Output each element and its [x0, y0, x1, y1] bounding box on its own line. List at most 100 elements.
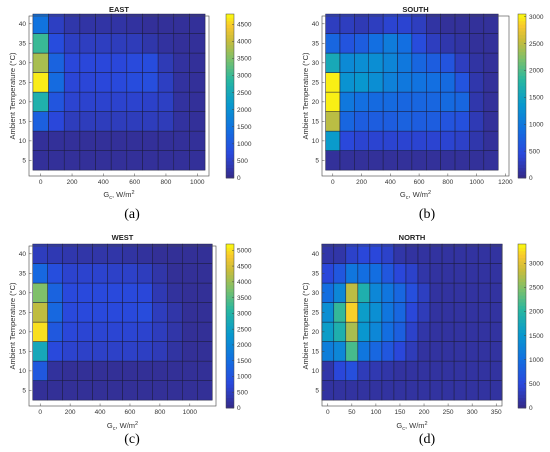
heatmap-cell: [182, 303, 197, 323]
colorbar-segment: [518, 35, 526, 39]
colorbar-segment: [226, 347, 234, 351]
heatmap-cell: [334, 264, 346, 284]
heatmap-cell: [33, 14, 49, 34]
heatmap-cell: [394, 283, 406, 303]
heatmap-cell: [182, 283, 197, 303]
colorbar-segment: [226, 110, 234, 114]
colorbar-segment: [518, 28, 526, 32]
colorbar-segment: [226, 41, 234, 45]
heatmap-cell: [48, 361, 63, 381]
panel-title: EAST: [109, 5, 129, 14]
heatmap-cell: [197, 283, 212, 303]
heatmap-cell: [370, 264, 382, 284]
heatmap-cell: [490, 342, 502, 362]
heatmap-cell: [418, 322, 430, 342]
heatmap-cell: [334, 322, 346, 342]
y-tick-label: 5: [22, 388, 26, 395]
colorbar-segment: [518, 285, 526, 289]
colorbar-segment: [518, 134, 526, 138]
heatmap-cell: [123, 244, 138, 264]
colorbar-segment: [518, 106, 526, 110]
heatmap-cell: [426, 73, 440, 93]
colorbar-tick-label: 3000: [529, 14, 544, 21]
heatmap-cell: [49, 92, 65, 112]
colorbar-tick-label: 2500: [237, 326, 252, 333]
colorbar-segment: [518, 401, 526, 405]
heatmap-cell: [466, 361, 478, 381]
y-axis-label: Ambient Temperature (°C): [8, 282, 17, 370]
heatmap-cell: [418, 342, 430, 362]
heatmap-cell: [346, 322, 358, 342]
colorbar-segment: [518, 340, 526, 344]
colorbar-segment: [518, 398, 526, 402]
heatmap-cell: [33, 131, 49, 151]
colorbar-segment: [226, 336, 234, 340]
colorbar-segment: [518, 99, 526, 103]
heatmap-cell: [406, 283, 418, 303]
y-tick-label: 10: [312, 138, 320, 145]
heatmap-cell: [340, 73, 354, 93]
heatmap-cell: [33, 381, 48, 401]
heatmap-cell: [382, 244, 394, 264]
x-tick-label: 400: [385, 179, 396, 186]
colorbar-segment: [518, 93, 526, 97]
heatmap-cell: [137, 283, 152, 303]
heatmap-cell: [158, 92, 174, 112]
colorbar-segment: [518, 79, 526, 83]
colorbar-tick-label: 3500: [237, 295, 252, 302]
heatmap-cell: [369, 131, 383, 151]
colorbar-segment: [226, 384, 234, 388]
colorbar-segment: [226, 288, 234, 292]
heatmap-cell: [111, 131, 127, 151]
heatmap-cell: [78, 322, 93, 342]
heatmap-cell: [455, 151, 469, 171]
heatmap-cell: [334, 361, 346, 381]
heatmap-cell: [442, 381, 454, 401]
colorbar-tick-label: 1000: [529, 121, 544, 128]
heatmap-cell: [484, 151, 498, 171]
colorbar-segment: [226, 401, 234, 405]
heatmap-cell: [189, 53, 205, 73]
heatmap-cell: [152, 381, 167, 401]
heatmap-cell: [398, 34, 412, 54]
heatmap-cell: [398, 14, 412, 34]
colorbar-segment: [518, 370, 526, 374]
heatmap-cell: [394, 303, 406, 323]
x-tick-label: 1200: [498, 179, 513, 186]
y-tick-label: 20: [19, 99, 27, 106]
colorbar-segment: [226, 117, 234, 121]
y-tick-label: 15: [312, 349, 320, 356]
heatmap-cell: [454, 264, 466, 284]
heatmap-cell: [466, 283, 478, 303]
heatmap-cell: [441, 34, 455, 54]
colorbar-segment: [226, 151, 234, 155]
heatmap-cell: [484, 73, 498, 93]
panel-caption: (a): [124, 207, 140, 222]
heatmap-cell: [64, 151, 80, 171]
heatmap-cell: [340, 53, 354, 73]
colorbar-segment: [518, 367, 526, 371]
heatmap-cell: [78, 342, 93, 362]
colorbar-tick-label: 500: [529, 148, 540, 155]
heatmap-panel-south: 0 200 400 600 800 1000 1200510152025303540SOUT…: [301, 5, 544, 222]
colorbar-tick-label: 0: [529, 405, 533, 412]
heatmap-cell: [108, 264, 123, 284]
colorbar-segment: [518, 55, 526, 59]
heatmap-cell: [442, 264, 454, 284]
colorbar-segment: [226, 251, 234, 255]
colorbar-tick-label: 2000: [237, 342, 252, 349]
x-tick-label: 1000: [469, 179, 484, 186]
heatmap-cell: [441, 112, 455, 132]
y-tick-label: 40: [19, 251, 27, 258]
colorbar-segment: [226, 93, 234, 97]
panel-caption: (c): [124, 432, 140, 447]
colorbar-segment: [518, 268, 526, 272]
heatmap-cell: [33, 342, 48, 362]
heatmap-cell: [426, 92, 440, 112]
heatmap-cell: [182, 342, 197, 362]
heatmap-cell: [33, 303, 48, 323]
y-tick-label: 25: [19, 80, 27, 87]
x-tick-label: 200: [356, 179, 367, 186]
heatmap-cell: [478, 342, 490, 362]
colorbar-tick-label: 5000: [237, 248, 252, 255]
